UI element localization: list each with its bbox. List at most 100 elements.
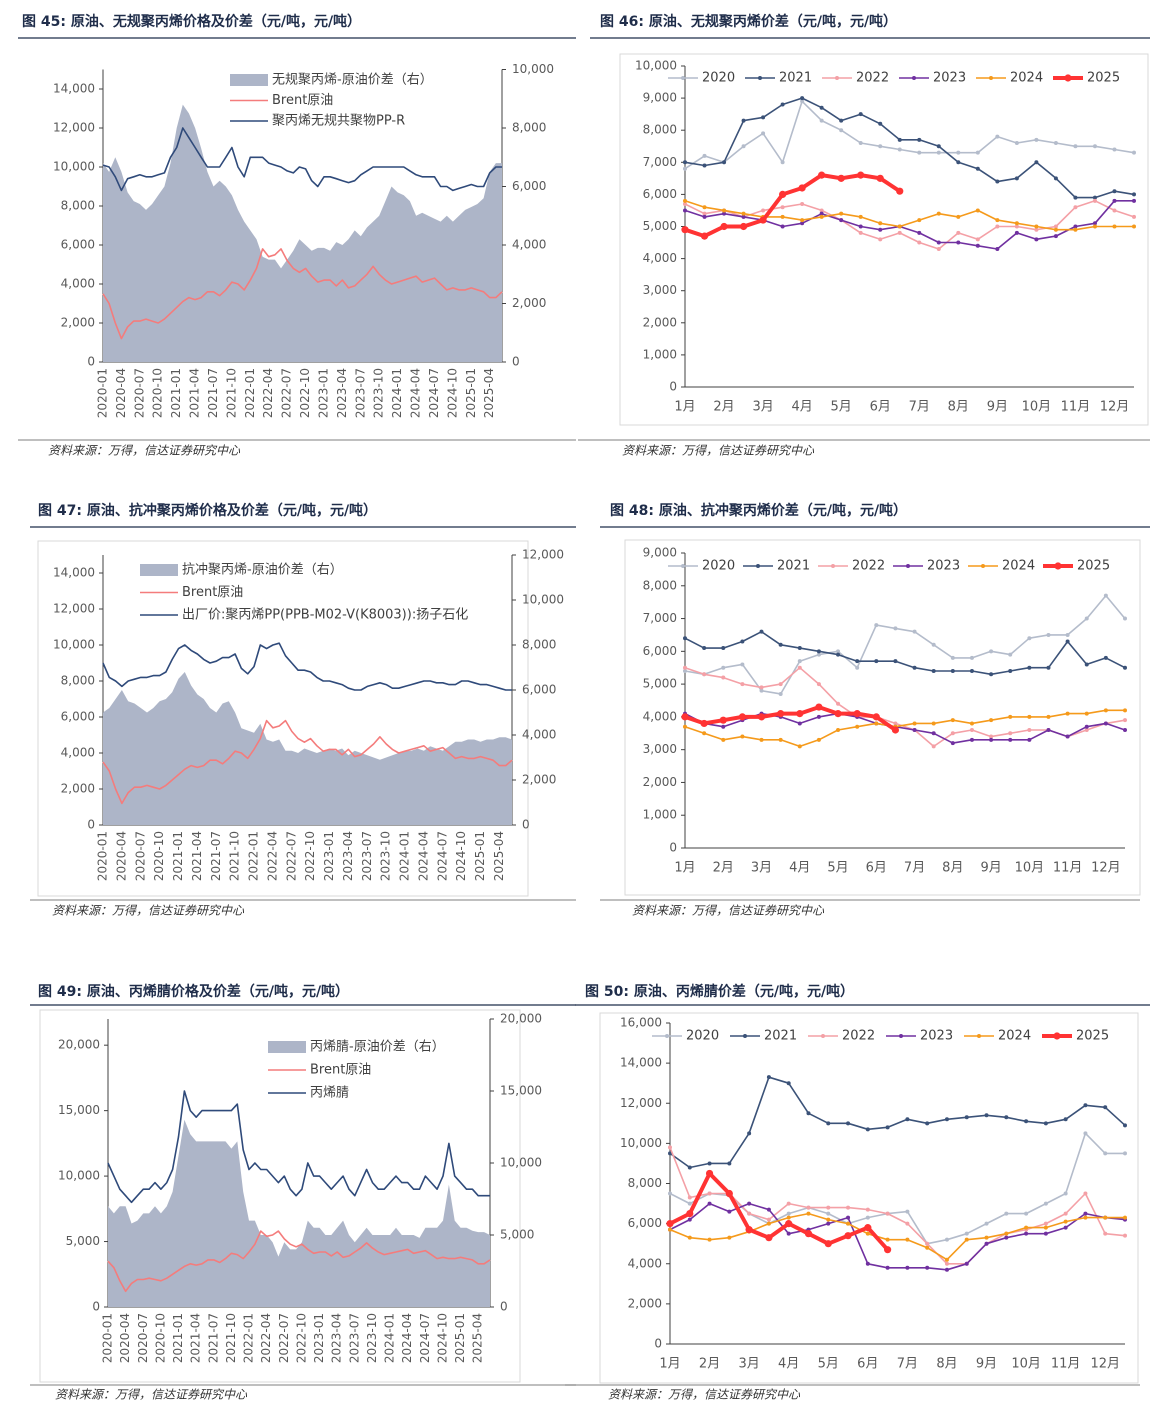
y-tick-label: 0 xyxy=(654,1337,662,1351)
series-line xyxy=(102,127,502,192)
x-tick-label: 2022-07 xyxy=(277,1313,291,1363)
point xyxy=(1112,224,1117,229)
x-tick-label: 5月 xyxy=(831,400,852,415)
point xyxy=(905,1209,910,1214)
point xyxy=(780,102,785,107)
point xyxy=(1084,616,1089,621)
point xyxy=(917,240,922,245)
point xyxy=(700,719,708,728)
point xyxy=(1065,632,1070,637)
point xyxy=(759,629,764,634)
y-tick-label: 2,000 xyxy=(643,315,677,329)
y-tick-label: 2,000 xyxy=(643,775,677,789)
x-tick-label: 6月 xyxy=(857,1357,878,1372)
point xyxy=(722,160,727,165)
legend-label: 聚丙烯无规共聚物PP-R xyxy=(272,114,405,129)
x-tick-label: 11月 xyxy=(1051,1357,1081,1372)
point xyxy=(668,1151,672,1156)
x-tick-label: 2025-04 xyxy=(482,368,496,418)
x-tick-label: 2023-07 xyxy=(360,831,374,881)
y-tick-label: 8,000 xyxy=(61,199,95,213)
point xyxy=(1123,1215,1127,1220)
legend-label: 2024 xyxy=(1010,71,1043,86)
y-tick-label: 7,000 xyxy=(643,155,677,169)
x-tick-label: 2023-10 xyxy=(372,368,386,418)
x-tick-label: 2022-04 xyxy=(259,1313,273,1363)
point xyxy=(815,703,823,711)
point xyxy=(1083,1131,1088,1136)
point xyxy=(797,721,802,726)
x-tick-label: 2024-04 xyxy=(400,1313,414,1363)
point xyxy=(721,665,726,670)
point xyxy=(878,237,883,242)
point xyxy=(995,218,1000,223)
point xyxy=(1073,205,1078,210)
area xyxy=(103,672,512,825)
point xyxy=(989,672,994,677)
point xyxy=(944,1257,949,1262)
legend-marker xyxy=(831,564,835,568)
point xyxy=(778,642,783,647)
point xyxy=(740,682,745,687)
point xyxy=(1063,1191,1068,1196)
legend-marker xyxy=(912,76,916,80)
point xyxy=(874,623,879,628)
point xyxy=(975,243,980,248)
point xyxy=(826,1205,831,1210)
point xyxy=(707,1201,712,1206)
y2-tick-label: 0 xyxy=(522,818,530,832)
point xyxy=(816,737,821,742)
x-tick-label: 2021-10 xyxy=(224,368,238,418)
y-tick-label: 10,000 xyxy=(635,59,677,73)
y-tick-label: 6,000 xyxy=(643,187,677,201)
legend-marker xyxy=(989,76,993,80)
point xyxy=(1123,708,1127,713)
x-tick-label: 12月 xyxy=(1090,1357,1120,1372)
x-tick-label: 6月 xyxy=(870,400,891,415)
y-tick-label: 6,000 xyxy=(628,1216,662,1230)
point xyxy=(1063,1225,1068,1230)
point xyxy=(905,1221,910,1226)
legend-marker xyxy=(756,564,760,568)
point xyxy=(1053,176,1058,181)
legend-label: 2024 xyxy=(1002,559,1035,574)
x-tick-label: 2021-01 xyxy=(171,831,185,881)
point xyxy=(740,639,745,644)
point xyxy=(1063,1117,1068,1122)
legend-label: 2023 xyxy=(920,1029,953,1044)
point xyxy=(797,659,802,664)
y-tick-label: 6,000 xyxy=(61,238,95,252)
y-tick-label: 6,000 xyxy=(643,644,677,658)
point xyxy=(818,171,826,179)
point xyxy=(761,131,766,136)
point xyxy=(912,721,917,726)
point xyxy=(989,649,994,654)
point xyxy=(1053,227,1058,232)
point xyxy=(1103,1215,1108,1220)
point xyxy=(936,240,941,245)
point xyxy=(984,1221,989,1226)
point xyxy=(727,1235,732,1240)
point xyxy=(707,1191,712,1196)
legend-marker xyxy=(835,76,839,80)
legend-label: 2023 xyxy=(933,71,966,86)
y-tick-label: 4,000 xyxy=(643,251,677,265)
point xyxy=(747,1211,752,1216)
source-note: 资料来源：万得，信达证券研究中心 xyxy=(52,904,245,918)
point xyxy=(975,237,980,242)
point xyxy=(836,728,841,732)
legend-label: 丙烯腈 xyxy=(310,1086,349,1101)
point xyxy=(819,208,824,213)
y-tick-label: 15,000 xyxy=(58,1103,100,1117)
point xyxy=(806,1205,811,1210)
point xyxy=(1027,728,1032,732)
x-tick-label: 7月 xyxy=(909,400,930,415)
x-tick-label: 2020-01 xyxy=(101,1313,115,1363)
area xyxy=(103,104,502,362)
x-tick-label: 2021-04 xyxy=(188,368,202,418)
point xyxy=(1008,731,1013,736)
point xyxy=(1092,224,1097,229)
series-line xyxy=(684,709,1125,748)
x-tick-label: 2022-10 xyxy=(303,831,317,881)
x-tick-label: 2024-10 xyxy=(454,831,468,881)
